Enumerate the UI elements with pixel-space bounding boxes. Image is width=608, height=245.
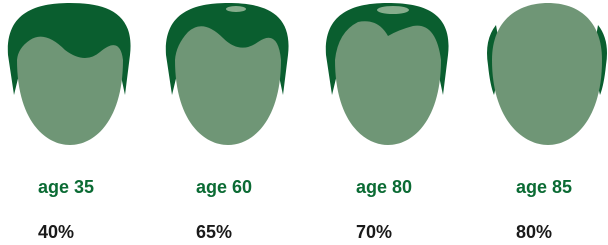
- percent: 65%: [196, 222, 232, 242]
- head: [487, 3, 607, 145]
- head: [326, 3, 449, 145]
- percent: 80%: [516, 222, 552, 242]
- age-label: age 85: [516, 177, 572, 197]
- head: [166, 3, 289, 145]
- percent: 40%: [38, 222, 74, 242]
- percent: 70%: [356, 222, 392, 242]
- head: [8, 3, 131, 145]
- age-label: age 35: [38, 177, 94, 197]
- age-label: age 80: [356, 177, 412, 197]
- infographic: age 35 age 60 age 80 age 85 40% 65% 70% …: [0, 0, 608, 245]
- age-label: age 60: [196, 177, 252, 197]
